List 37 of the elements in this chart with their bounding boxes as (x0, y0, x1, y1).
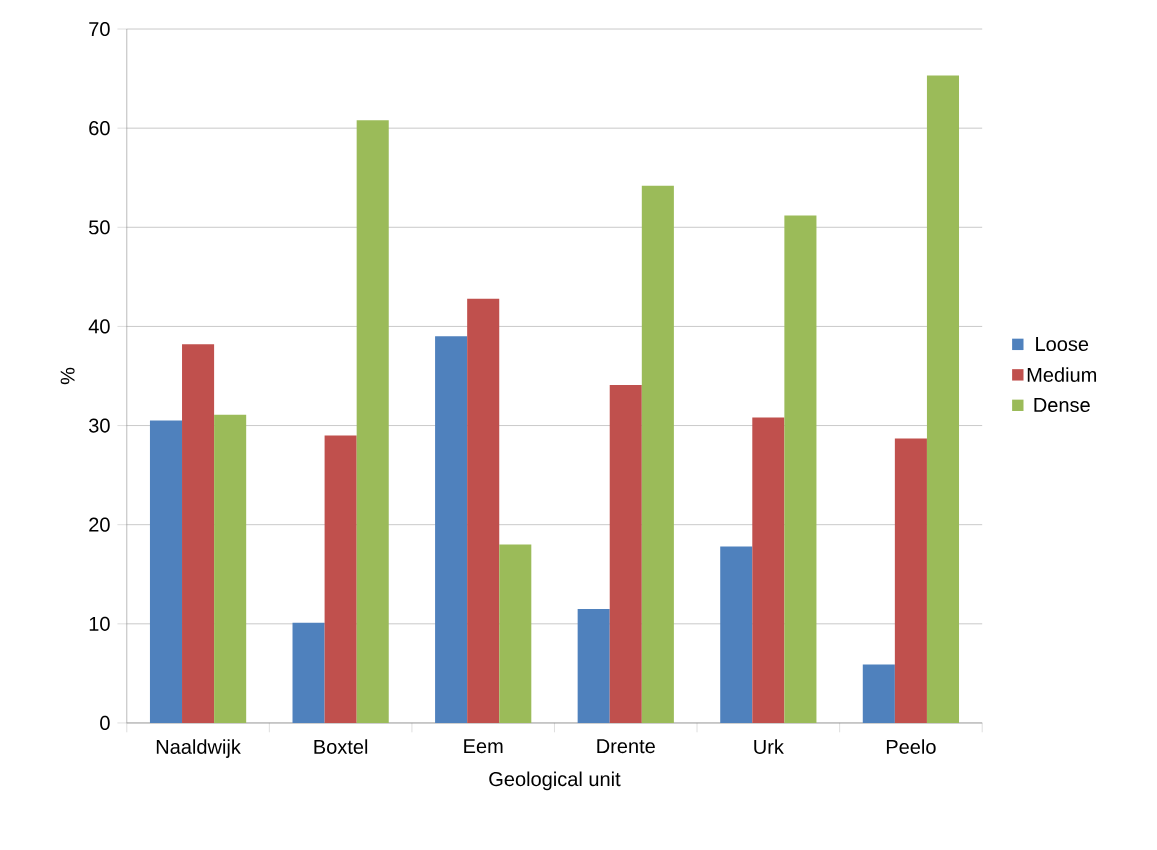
bar (720, 546, 753, 724)
bar (577, 609, 610, 724)
bar (862, 664, 895, 724)
legend-label: Medium (1027, 367, 1097, 383)
x-tick-label: Drente (597, 739, 655, 754)
bar (356, 120, 389, 724)
bar (752, 417, 785, 724)
y-tick-label: 10 (89, 616, 110, 632)
y-tick-label: 40 (88, 319, 110, 334)
bar (149, 420, 183, 724)
x-tick-label: Peelo (886, 739, 936, 755)
x-tick-label: Naaldwijk (156, 739, 241, 759)
x-tick-label: Boxtel (314, 739, 368, 755)
bar (467, 298, 500, 724)
bar (894, 438, 927, 724)
bar (641, 185, 674, 724)
bar (292, 622, 325, 724)
y-tick-label: 50 (89, 220, 110, 235)
bar (499, 544, 532, 724)
y-tick-label: 60 (89, 121, 110, 136)
y-tick-label: 30 (88, 418, 110, 433)
x-tick-label: Urk (754, 739, 784, 755)
bar (182, 344, 215, 724)
legend-label: Loose (1036, 337, 1089, 352)
y-tick-label: 0 (100, 716, 110, 731)
bar (435, 336, 468, 724)
y-axis-title: % (60, 367, 75, 385)
bar (784, 215, 817, 724)
bar (609, 385, 642, 724)
y-tick-label: 20 (89, 517, 110, 532)
bar (324, 435, 357, 724)
x-axis-title: Geological unit (489, 771, 621, 791)
legend-label: Dense (1034, 398, 1090, 413)
bar (926, 75, 960, 724)
bar (214, 414, 247, 724)
y-tick-label: 70 (89, 22, 110, 37)
x-tick-label: Eem (464, 739, 503, 754)
